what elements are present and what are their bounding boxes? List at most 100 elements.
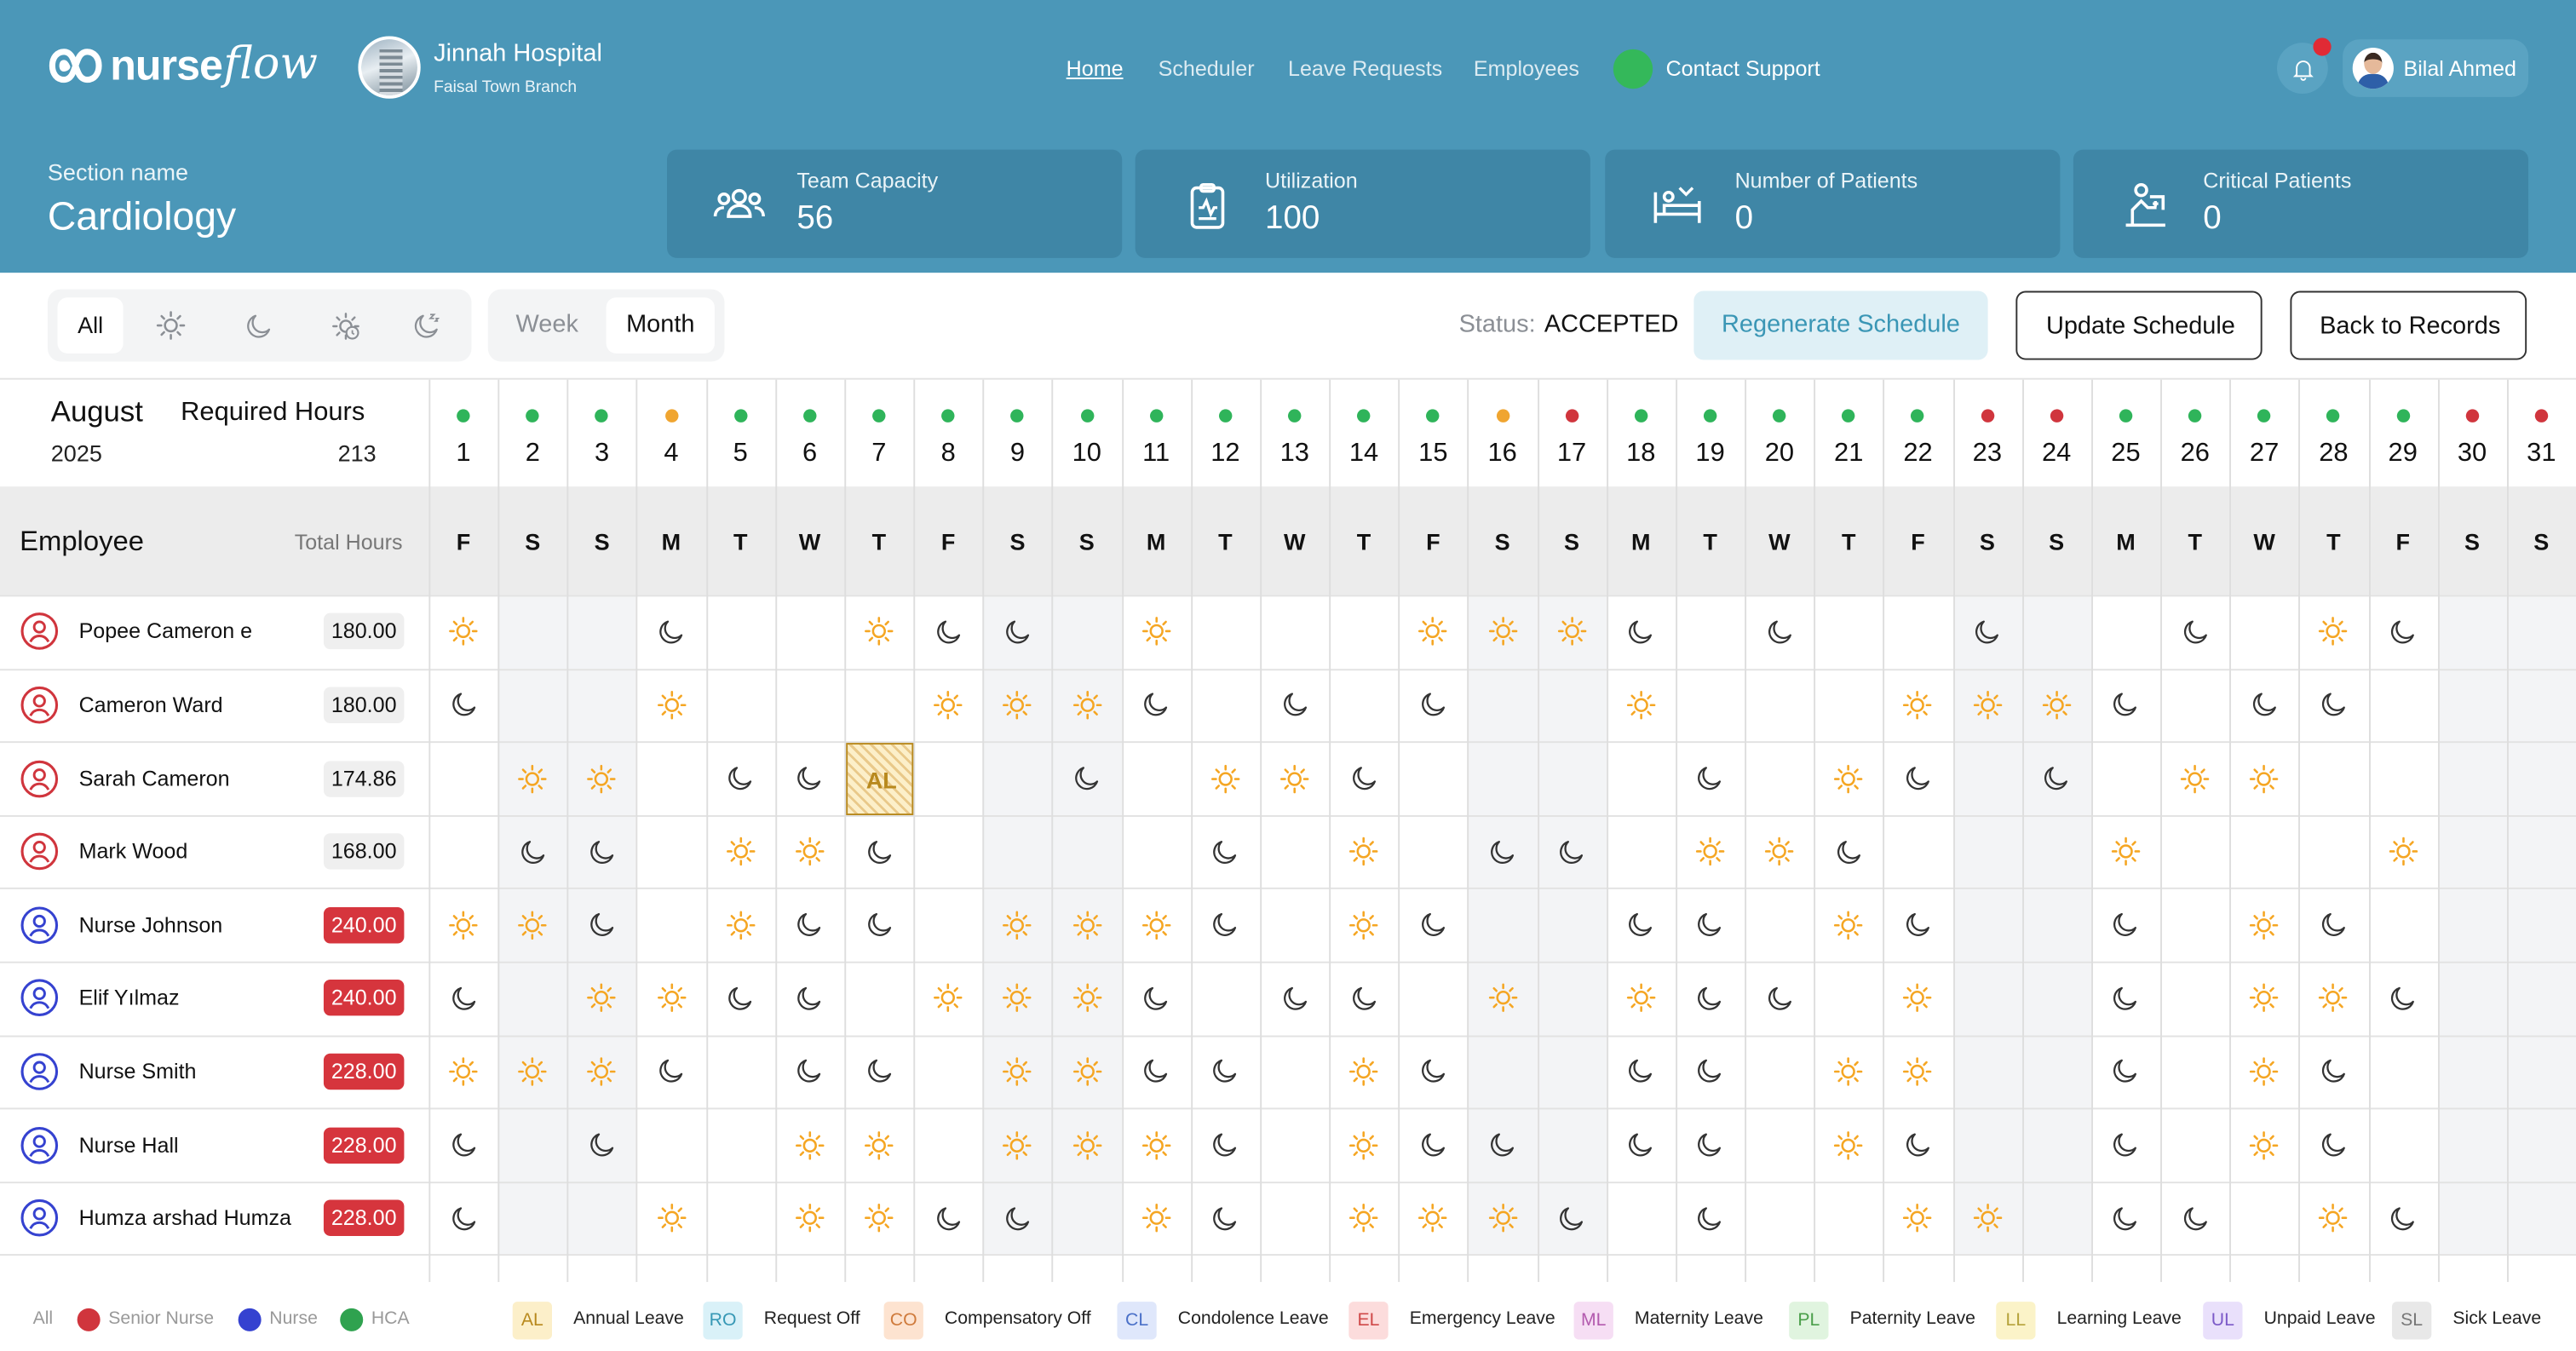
icon-part — [335, 331, 340, 336]
weekday: W — [2253, 528, 2275, 555]
employee-name: Elif Yılmaz — [78, 985, 180, 1010]
icon-part — [2269, 1003, 2275, 1009]
day-cell — [636, 741, 706, 815]
day-cell — [2090, 741, 2161, 815]
day-cell — [2229, 741, 2299, 815]
nav-link[interactable]: Home — [1066, 55, 1124, 81]
column-line — [2368, 379, 2370, 1301]
icon-part — [1699, 1206, 1722, 1230]
icon-part — [522, 784, 527, 789]
icon-part — [728, 986, 752, 1010]
icon-part — [1007, 1150, 1012, 1156]
column-line — [2229, 379, 2232, 1301]
day-cell — [913, 961, 983, 1035]
icon-part — [469, 621, 474, 626]
icon-part — [659, 620, 683, 644]
icon-part — [2200, 767, 2205, 773]
icon-part — [452, 621, 458, 626]
icon-part — [1145, 1223, 1151, 1229]
icon-part — [1630, 694, 1636, 699]
role-icon — [20, 612, 59, 651]
day-shift — [1072, 984, 1101, 1013]
nav-link[interactable]: Employees — [1473, 55, 1579, 81]
view-button[interactable]: Week — [494, 297, 599, 354]
weekday: S — [1078, 528, 1095, 555]
icon-part — [1079, 1064, 1095, 1078]
icon-part — [871, 624, 887, 639]
button-label[interactable]: Regenerate Schedule — [1722, 310, 1960, 339]
icon-part — [1842, 917, 1856, 932]
day-status-dot — [1149, 409, 1163, 423]
night-shift — [1768, 986, 1791, 1010]
day-cell — [1329, 1034, 1399, 1108]
action-button[interactable]: Back to Records — [2290, 290, 2527, 360]
leave-code-box: RO — [703, 1302, 743, 1340]
leave-name: Unpaid Leave — [2263, 1308, 2376, 1329]
day-cell — [844, 595, 914, 669]
icon-part — [660, 1223, 666, 1229]
leave-code: EL — [1357, 1309, 1380, 1330]
day-cell — [1052, 741, 1122, 815]
icon-part — [745, 930, 751, 935]
icon-part — [607, 767, 612, 773]
icon-part — [413, 313, 437, 337]
day-cell — [1190, 741, 1261, 815]
filter-label[interactable]: All — [78, 311, 104, 338]
nav-link[interactable]: Contact Support — [1665, 55, 1820, 81]
day-cell — [844, 814, 914, 888]
action-button[interactable]: Regenerate Schedule — [1693, 290, 1988, 360]
view-button[interactable]: Month — [606, 297, 715, 354]
day-cell — [1052, 595, 1122, 669]
button-label[interactable]: Back to Records — [2320, 312, 2501, 341]
day-cell — [913, 1034, 983, 1108]
icon-part — [164, 318, 178, 333]
icon-part — [1716, 857, 1721, 862]
icon-part — [1492, 637, 1498, 642]
row-line — [0, 1034, 2576, 1037]
nav-link[interactable]: Scheduler — [1158, 55, 1255, 81]
hospital-branch: Faisal Town Branch — [434, 78, 578, 97]
stat-card: Critical Patients 0 — [2073, 149, 2529, 258]
day-shift — [449, 910, 478, 940]
day-shift — [1349, 836, 1378, 866]
day-cell — [2368, 595, 2438, 669]
icon-part — [2392, 841, 2398, 846]
column-line — [1952, 379, 1955, 1301]
action-button[interactable]: Update Schedule — [2015, 290, 2263, 360]
icon-part — [1492, 1207, 1498, 1213]
icon-part — [2253, 1150, 2259, 1156]
day-status-dot — [1288, 409, 1302, 423]
icon-part — [1491, 1133, 1515, 1157]
icon-part — [1699, 767, 1722, 790]
icon-part — [20, 1052, 59, 1090]
button-label[interactable]: Update Schedule — [2045, 312, 2235, 341]
icon-part — [937, 987, 943, 993]
column-line — [2437, 379, 2440, 1301]
icon-part — [1842, 1137, 1856, 1153]
night-shift — [451, 986, 475, 1010]
day-shift — [1072, 910, 1101, 940]
night-shift — [1213, 913, 1237, 937]
day-cell — [497, 1181, 567, 1255]
icon-part — [797, 767, 821, 790]
view-label[interactable]: Month — [626, 310, 695, 339]
day-shift — [2250, 763, 2279, 793]
icon-part — [1023, 1150, 1028, 1156]
icon-part — [469, 1061, 474, 1066]
column-line — [566, 379, 569, 1301]
column-line — [982, 379, 985, 1301]
weekday: F — [456, 528, 471, 555]
filter-all[interactable]: All — [57, 297, 124, 354]
day-cell — [705, 668, 775, 742]
icon-part — [1353, 930, 1359, 935]
icon-part — [1907, 987, 1912, 993]
icon-part — [1145, 1207, 1151, 1213]
icon-part — [2253, 1061, 2259, 1066]
user-menu[interactable] — [2343, 39, 2529, 97]
icon-part — [1356, 844, 1371, 859]
nav-link[interactable]: Leave Requests — [1287, 55, 1443, 81]
role-icon — [20, 905, 59, 944]
day-number: 1 — [456, 439, 471, 468]
icon-part — [2269, 784, 2275, 789]
view-label[interactable]: Week — [515, 310, 578, 339]
